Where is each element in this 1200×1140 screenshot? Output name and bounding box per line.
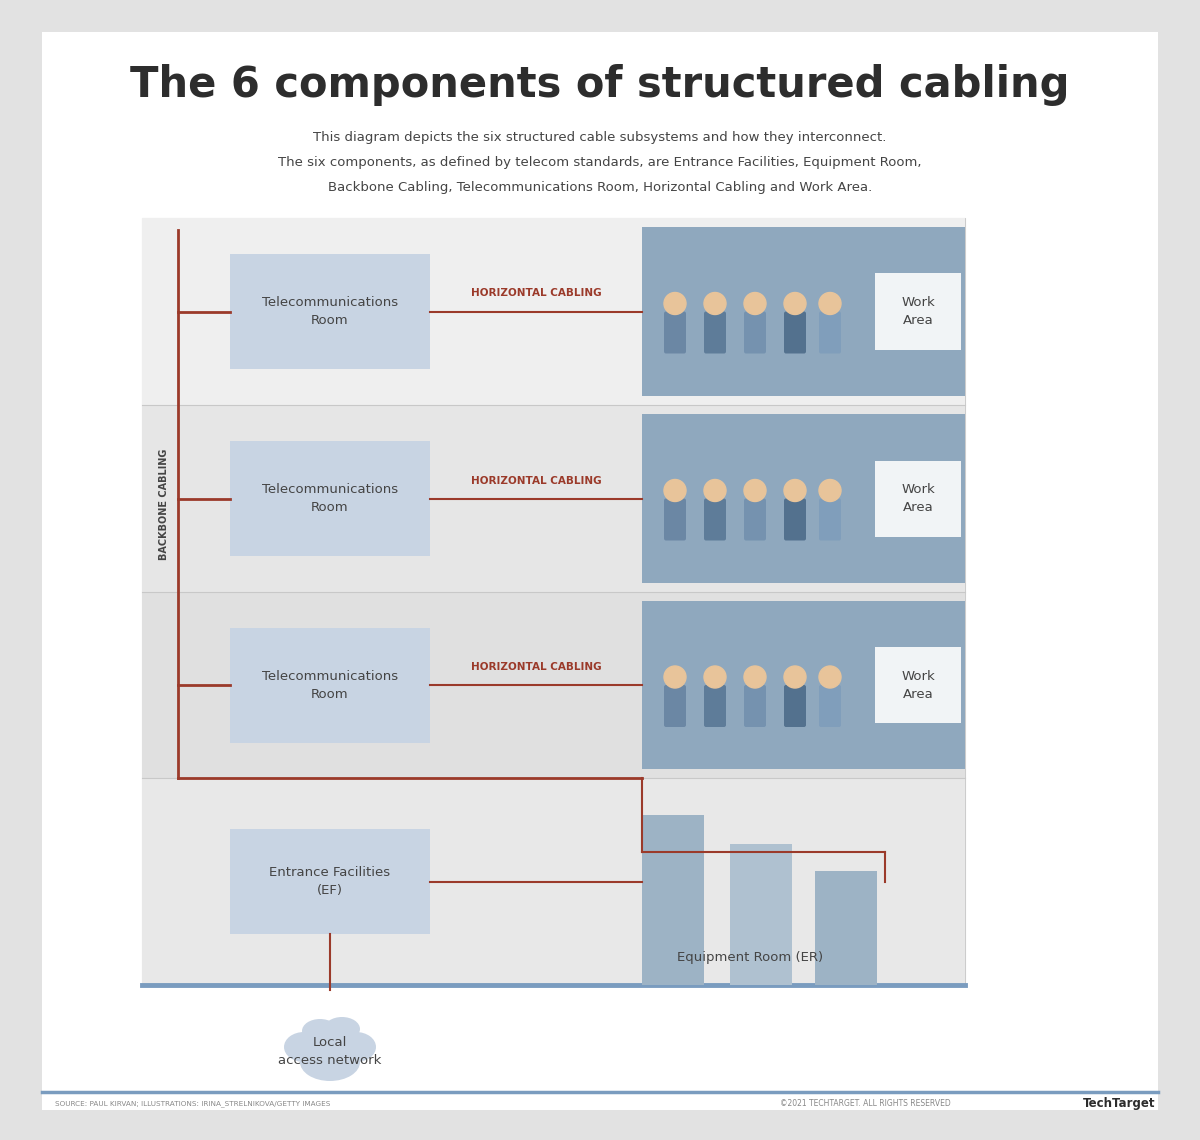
Circle shape: [784, 480, 806, 502]
FancyBboxPatch shape: [642, 601, 965, 770]
Text: Work
Area: Work Area: [901, 296, 935, 327]
Text: Work
Area: Work Area: [901, 669, 935, 700]
FancyBboxPatch shape: [642, 414, 965, 583]
FancyBboxPatch shape: [784, 685, 806, 727]
FancyBboxPatch shape: [664, 685, 686, 727]
Circle shape: [820, 480, 841, 502]
FancyBboxPatch shape: [230, 627, 430, 742]
FancyBboxPatch shape: [730, 845, 792, 985]
FancyBboxPatch shape: [142, 405, 965, 592]
Text: Telecommunications
Room: Telecommunications Room: [262, 483, 398, 514]
FancyBboxPatch shape: [875, 648, 961, 723]
FancyBboxPatch shape: [744, 498, 766, 540]
FancyBboxPatch shape: [142, 777, 965, 985]
FancyBboxPatch shape: [664, 498, 686, 540]
Circle shape: [820, 666, 841, 689]
FancyBboxPatch shape: [744, 685, 766, 727]
Text: HORIZONTAL CABLING: HORIZONTAL CABLING: [470, 475, 601, 486]
Text: Local
access network: Local access network: [278, 1036, 382, 1067]
FancyBboxPatch shape: [875, 461, 961, 537]
Text: The 6 components of structured cabling: The 6 components of structured cabling: [131, 64, 1069, 106]
Text: HORIZONTAL CABLING: HORIZONTAL CABLING: [470, 662, 601, 671]
FancyBboxPatch shape: [642, 815, 704, 985]
FancyBboxPatch shape: [820, 311, 841, 353]
Text: SOURCE: PAUL KIRVAN; ILLUSTRATIONS: IRINA_STRELNIKOVA/GETTY IMAGES: SOURCE: PAUL KIRVAN; ILLUSTRATIONS: IRIN…: [55, 1100, 330, 1107]
Ellipse shape: [284, 1032, 324, 1062]
Text: HORIZONTAL CABLING: HORIZONTAL CABLING: [470, 288, 601, 299]
FancyBboxPatch shape: [784, 311, 806, 353]
Circle shape: [820, 293, 841, 315]
Text: Equipment Room (ER): Equipment Room (ER): [677, 951, 823, 963]
Circle shape: [744, 666, 766, 689]
FancyBboxPatch shape: [142, 218, 965, 405]
FancyBboxPatch shape: [820, 498, 841, 540]
Text: BACKBONE CABLING: BACKBONE CABLING: [158, 448, 169, 560]
Text: Telecommunications
Room: Telecommunications Room: [262, 296, 398, 327]
Circle shape: [744, 480, 766, 502]
Circle shape: [664, 293, 686, 315]
Ellipse shape: [324, 1017, 360, 1041]
Ellipse shape: [311, 1024, 349, 1050]
Circle shape: [704, 666, 726, 689]
FancyBboxPatch shape: [784, 498, 806, 540]
Circle shape: [664, 666, 686, 689]
FancyBboxPatch shape: [142, 592, 965, 777]
Text: Backbone Cabling, Telecommunications Room, Horizontal Cabling and Work Area.: Backbone Cabling, Telecommunications Roo…: [328, 180, 872, 194]
FancyBboxPatch shape: [815, 871, 877, 985]
FancyBboxPatch shape: [664, 311, 686, 353]
Text: Entrance Facilities
(EF): Entrance Facilities (EF): [270, 866, 390, 897]
Text: The six components, as defined by telecom standards, are Entrance Facilities, Eq: The six components, as defined by teleco…: [278, 155, 922, 169]
FancyBboxPatch shape: [230, 829, 430, 934]
FancyBboxPatch shape: [704, 685, 726, 727]
Text: Work
Area: Work Area: [901, 483, 935, 514]
Circle shape: [744, 293, 766, 315]
Ellipse shape: [336, 1032, 376, 1062]
FancyBboxPatch shape: [230, 254, 430, 369]
FancyBboxPatch shape: [875, 274, 961, 350]
Text: ©2021 TECHTARGET. ALL RIGHTS RESERVED: ©2021 TECHTARGET. ALL RIGHTS RESERVED: [780, 1099, 950, 1108]
FancyBboxPatch shape: [820, 685, 841, 727]
Ellipse shape: [302, 1019, 338, 1043]
FancyBboxPatch shape: [704, 311, 726, 353]
FancyBboxPatch shape: [142, 218, 965, 985]
FancyBboxPatch shape: [704, 498, 726, 540]
Ellipse shape: [300, 1043, 360, 1081]
Circle shape: [784, 293, 806, 315]
FancyBboxPatch shape: [642, 227, 965, 396]
Text: Telecommunications
Room: Telecommunications Room: [262, 669, 398, 700]
FancyBboxPatch shape: [42, 32, 1158, 1110]
Circle shape: [664, 480, 686, 502]
Circle shape: [784, 666, 806, 689]
Circle shape: [704, 480, 726, 502]
Text: This diagram depicts the six structured cable subsystems and how they interconne: This diagram depicts the six structured …: [313, 130, 887, 144]
Text: TechTarget: TechTarget: [1082, 1098, 1154, 1110]
FancyBboxPatch shape: [744, 311, 766, 353]
Circle shape: [704, 293, 726, 315]
FancyBboxPatch shape: [230, 441, 430, 556]
